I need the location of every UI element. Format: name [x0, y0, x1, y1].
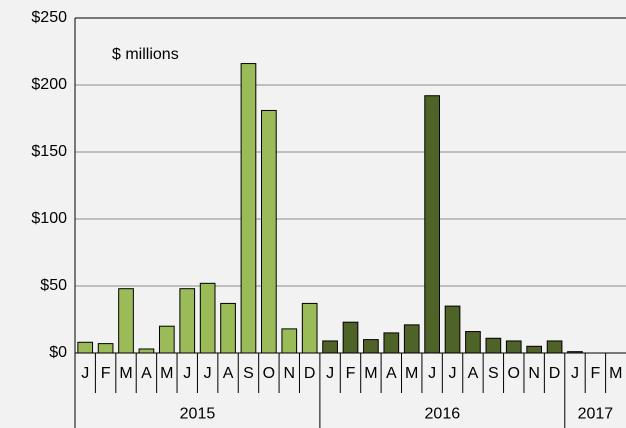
bar — [546, 340, 563, 354]
x-tick-label: A — [468, 365, 479, 382]
x-tick-label: M — [405, 365, 418, 382]
x-tick-label: M — [160, 365, 173, 382]
x-tick-label: M — [609, 365, 622, 382]
x-tick-label: M — [119, 365, 132, 382]
bar — [77, 341, 94, 354]
x-tick-label: S — [243, 365, 254, 382]
bar — [363, 339, 379, 354]
bar — [444, 305, 461, 354]
x-tick-label: J — [449, 365, 457, 382]
bar — [322, 340, 338, 354]
bar — [158, 325, 175, 354]
x-tick-label: A — [141, 365, 152, 382]
bar — [220, 302, 236, 354]
x-tick-label: F — [590, 365, 600, 382]
bar — [403, 324, 420, 354]
x-tick-label: N — [283, 365, 295, 382]
x-tick-label: A — [386, 365, 397, 382]
y-tick-label: $100 — [31, 210, 67, 227]
x-tick-label: J — [428, 365, 436, 382]
bar — [526, 345, 543, 354]
y-tick-label: $200 — [31, 76, 67, 93]
bar — [179, 288, 196, 354]
x-tick-label: J — [183, 365, 191, 382]
year-label: 2016 — [425, 406, 461, 423]
x-tick-label: O — [263, 365, 275, 382]
annotation: $ millions — [112, 46, 179, 63]
bar — [424, 95, 440, 354]
bar — [240, 63, 257, 354]
x-tick-label: D — [304, 365, 316, 382]
x-tick-label: O — [508, 365, 520, 382]
bar — [301, 302, 318, 354]
y-tick-label: $50 — [40, 277, 67, 294]
y-tick-label: $150 — [31, 143, 67, 160]
bar — [138, 348, 155, 354]
year-label: 2017 — [578, 406, 614, 423]
bar — [118, 288, 134, 354]
bar — [261, 109, 277, 354]
x-tick-label: F — [101, 365, 111, 382]
bar — [485, 337, 502, 354]
x-tick-label: N — [528, 365, 540, 382]
bar — [465, 331, 481, 354]
bar — [199, 282, 216, 354]
bar — [505, 340, 522, 354]
x-tick-label: S — [488, 365, 499, 382]
bar — [342, 321, 359, 354]
bar — [281, 328, 298, 354]
x-tick-label: F — [346, 365, 356, 382]
year-label: 2015 — [180, 406, 216, 423]
bar — [97, 343, 114, 354]
y-tick-label: $0 — [49, 344, 67, 361]
bar — [383, 332, 400, 354]
y-tick-label: $250 — [31, 9, 67, 26]
x-tick-label: J — [326, 365, 334, 382]
x-tick-label: M — [364, 365, 377, 382]
x-tick-label: A — [223, 365, 234, 382]
bar — [567, 351, 583, 354]
x-tick-label: J — [571, 365, 579, 382]
x-tick-label: D — [549, 365, 561, 382]
x-tick-label: J — [204, 365, 212, 382]
x-tick-label: J — [81, 365, 89, 382]
